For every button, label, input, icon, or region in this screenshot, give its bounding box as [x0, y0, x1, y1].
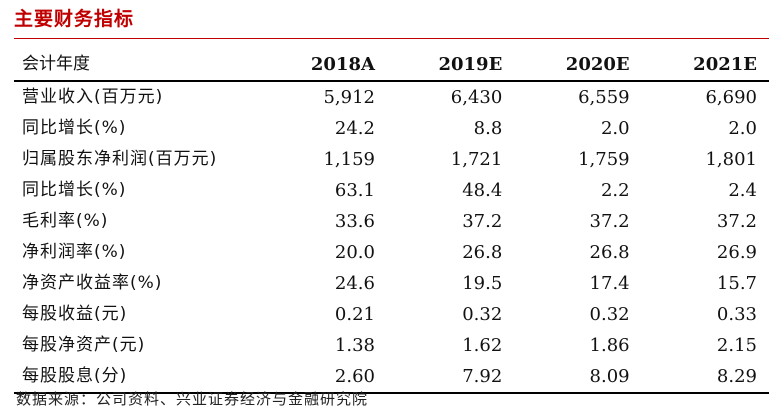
table-cell: 0.32: [462, 304, 503, 325]
table-row: 净利润率(%) 20.0 26.8 26.8 26.9: [14, 237, 769, 268]
source-note: 数据来源：公司资料、兴业证券经济与金融研究院: [16, 390, 369, 408]
row-label: 每股股息(分): [14, 361, 260, 394]
table-cell: 2.2: [600, 180, 630, 201]
table-cell: 17.4: [589, 273, 630, 294]
table-cell: 8.09: [514, 361, 642, 394]
table-cell: 1,159: [323, 149, 375, 170]
table-cell: 1,721: [450, 149, 503, 170]
table-cell: 1.38: [334, 335, 375, 356]
table-row: 每股股息(分) 2.60 7.92 8.09 8.29: [14, 361, 769, 394]
table-cell: 2.0: [728, 118, 757, 139]
table-cell: 26.8: [589, 242, 630, 263]
table-cell: 7.92: [386, 361, 515, 394]
page-title: 主要财务指标: [14, 8, 135, 30]
table-cell: 63.1: [334, 180, 375, 201]
table-row: 每股收益(元) 0.21 0.32 0.32 0.33: [14, 299, 769, 330]
table-row: 每股净资产(元) 1.38 1.62 1.86 2.15: [14, 330, 769, 361]
table-cell: 24.6: [334, 273, 375, 294]
table-cell: 19.5: [462, 273, 503, 294]
table-cell: 37.2: [589, 211, 630, 232]
row-label: 毛利率(%): [22, 211, 109, 231]
table-cell: 2.0: [600, 118, 630, 139]
row-label: 净利润率(%): [22, 242, 127, 262]
table-cell: 2.60: [259, 361, 387, 394]
table-row: 毛利率(%) 33.6 37.2 37.2 37.2: [14, 206, 769, 237]
table-row: 同比增长(%) 24.2 8.8 2.0 2.0: [14, 113, 769, 144]
table-cell: 37.2: [462, 211, 503, 232]
column-header-year: 2018A: [259, 48, 387, 82]
table-cell: 1.86: [589, 335, 630, 356]
table-cell: 5,912: [323, 87, 375, 108]
row-label: 每股收益(元): [22, 304, 128, 324]
table-cell: 0.21: [334, 304, 375, 325]
column-header-year: 2021E: [641, 48, 769, 82]
table-cell: 15.7: [716, 273, 757, 294]
table-cell: 6,559: [578, 87, 630, 108]
table-cell: 0.32: [589, 304, 630, 325]
column-header-year: 2020E: [514, 48, 642, 82]
row-label: 每股净资产(元): [22, 335, 146, 355]
financial-indicators-table: 会计年度 2018A 2019E 2020E 2021E 营业收入(百万元) 5…: [14, 48, 769, 394]
table-row: 同比增长(%) 63.1 48.4 2.2 2.4: [14, 175, 769, 206]
table-cell: 2.15: [716, 335, 757, 356]
table-row: 归属股东净利润(百万元) 1,159 1,721 1,759 1,801: [14, 144, 769, 175]
column-header-label: 会计年度: [14, 48, 260, 82]
row-label: 同比增长(%): [22, 118, 127, 138]
table-header-row: 会计年度 2018A 2019E 2020E 2021E: [14, 48, 769, 82]
row-label: 营业收入(百万元): [22, 87, 164, 107]
row-label: 同比增长(%): [22, 180, 127, 200]
table-cell: 2.4: [728, 180, 757, 201]
row-label: 归属股东净利润(百万元): [22, 149, 218, 169]
table-cell: 48.4: [462, 180, 503, 201]
table-cell: 6,690: [705, 87, 757, 108]
title-underline: [14, 38, 769, 39]
table-row: 营业收入(百万元) 5,912 6,430 6,559 6,690: [14, 81, 769, 113]
table-cell: 8.29: [641, 361, 769, 394]
table-cell: 1,759: [578, 149, 630, 170]
table-cell: 26.8: [462, 242, 503, 263]
table-row: 净资产收益率(%) 24.6 19.5 17.4 15.7: [14, 268, 769, 299]
table-cell: 6,430: [450, 87, 503, 108]
table-cell: 26.9: [716, 242, 757, 263]
table-cell: 37.2: [716, 211, 757, 232]
column-header-year: 2019E: [386, 48, 515, 82]
table-cell: 33.6: [334, 211, 375, 232]
table-cell: 0.33: [716, 304, 757, 325]
table-cell: 8.8: [473, 118, 503, 139]
table-cell: 1.62: [462, 335, 503, 356]
row-label: 净资产收益率(%): [22, 273, 163, 293]
table-cell: 20.0: [334, 242, 375, 263]
table-cell: 1,801: [705, 149, 757, 170]
table-cell: 24.2: [334, 118, 375, 139]
